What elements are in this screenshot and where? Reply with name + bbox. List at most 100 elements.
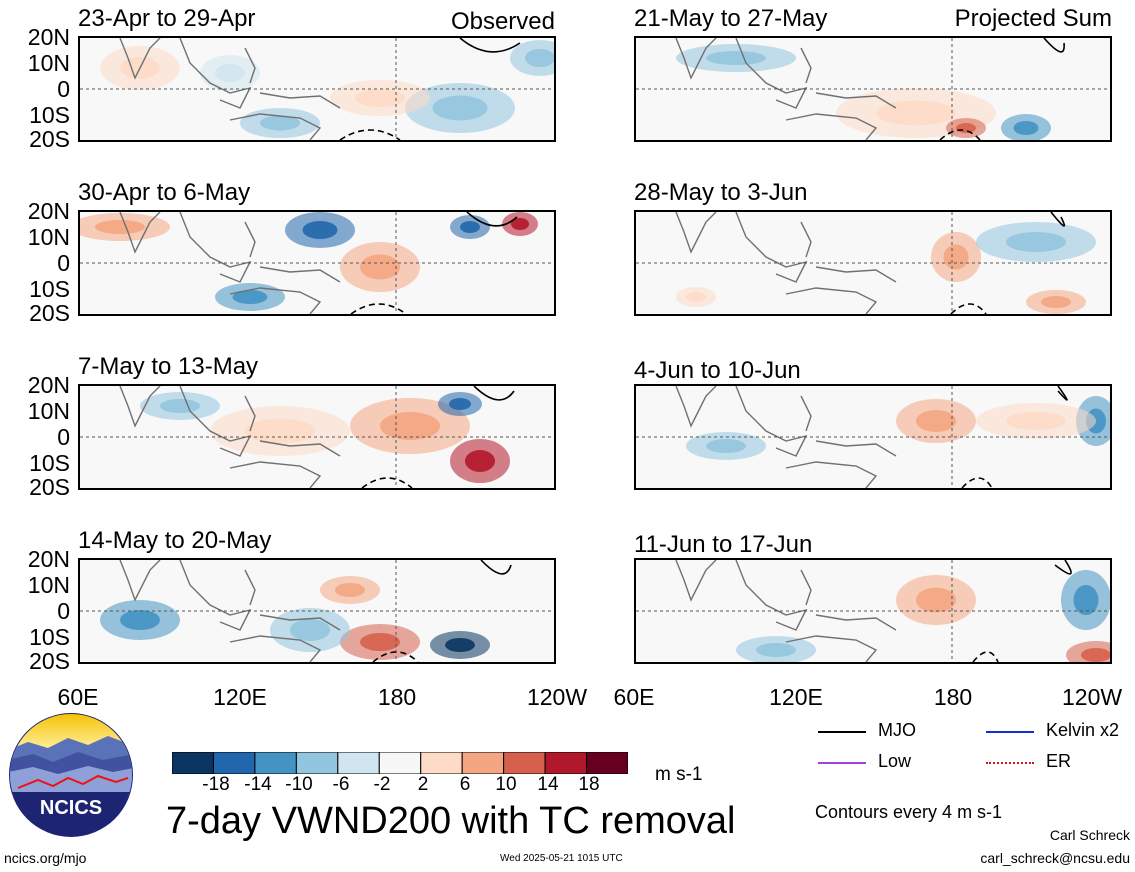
lon-label: 120W [526,684,588,710]
legend-label-er: ER [1046,751,1072,771]
coastline [229,287,322,314]
panel-title-obs-4: 14-May to 20-May [78,527,272,554]
coastline [179,212,252,283]
colorbar-tick: -10 [285,774,313,795]
mjo-contour [459,38,521,53]
lat-label: 10N [27,224,70,250]
anomaly-core [943,244,969,270]
coastline [735,560,808,631]
colorbar-swatch [461,752,505,774]
colorbar-tick: -18 [202,774,230,795]
lat-label: 20S [29,126,70,152]
colorbar-units: m s-1 [655,764,703,785]
panel-title-proj-3: 4-Jun to 10-Jun [634,357,801,384]
site-link[interactable]: ncics.org/mjo [4,850,87,866]
mjo-contour-negative [361,477,413,488]
colorbar-swatch [212,752,256,774]
anomaly-core [380,412,440,440]
colorbar-tick: -14 [244,774,272,795]
anomaly-core [756,643,796,657]
map-svg [636,38,1110,140]
coastline [179,560,252,631]
map-svg [80,386,554,488]
coastline [675,212,717,254]
author-email[interactable]: carl_schreck@ncsu.edu [980,850,1130,866]
coastline [815,266,897,283]
coastline [259,440,341,457]
colorbar-swatch [420,752,463,774]
anomaly-core [360,633,400,651]
mjo-contour-negative [939,129,981,140]
ncics-logo[interactable]: NCICS [8,712,134,838]
lat-label: 10N [27,572,70,598]
map-svg [80,38,554,140]
coastline [244,47,256,84]
map-panel-obs-4 [78,558,556,664]
mjo-contour-negative [350,303,407,314]
legend-label-low: Low [878,751,912,771]
anomaly-core [432,95,488,121]
anomaly-core [686,292,706,302]
colorbar-tick: 2 [417,774,429,795]
map-panel-proj-3 [634,384,1112,490]
colorbar-swatch [378,752,422,774]
legend-label-kelvin: Kelvin x2 [1046,720,1120,740]
mjo-contour [1043,38,1065,53]
mjo-contour [466,212,518,227]
timestamp: Wed 2025-05-21 1015 UTC [500,853,623,864]
coastline [735,386,808,457]
lat-label: 10S [29,102,70,128]
mjo-contour-negative [972,651,999,662]
legend-line-er [986,762,1034,764]
coastline [800,569,812,606]
coastline [259,614,341,631]
anomaly-core [1081,648,1110,662]
lat-label: 20S [29,300,70,326]
coastline [119,212,161,254]
panel-title-obs-3: 7-May to 13-May [78,353,259,380]
mjo-contour-negative [339,129,401,140]
lat-label: 20N [27,24,70,50]
coastline [244,569,256,606]
lon-label: 180 [933,684,973,710]
coastline [815,440,897,457]
map-panel-proj-4 [634,558,1112,664]
map-panel-obs-2 [78,210,556,316]
legend-line-kelvin [986,731,1034,733]
coastline [244,395,256,432]
map-panel-proj-2 [634,210,1112,316]
lat-label: 10S [29,276,70,302]
legend-line-low [818,762,866,764]
map-panel-obs-1 [78,36,556,142]
anomaly-core [302,221,338,239]
coastline [785,461,878,488]
coastline [119,38,161,80]
coastline [259,92,341,109]
lat-label: 20N [27,546,70,572]
coastline [800,47,812,84]
colorbar-tick: -2 [373,774,391,795]
coastline [229,635,322,662]
map-panel-proj-1 [634,36,1112,142]
panel-title-obs-1: 23-Apr to 29-Apr [78,5,256,32]
colorbar-swatch [172,752,214,774]
anomaly-core [465,450,495,472]
contour-note: Contours every 4 m s-1 [815,802,1003,822]
author-name: Carl Schreck [1049,827,1130,843]
anomaly-core [232,290,268,304]
anomaly-core [916,587,956,613]
logo-graphic: NCICS [9,713,133,837]
coastline [179,386,252,457]
colorbar-swatch [337,752,380,774]
coastline [785,113,878,140]
panel-title-proj-2: 28-May to 3-Jun [634,179,808,206]
mjo-contour-negative [372,651,419,662]
map-svg [636,386,1110,488]
lat-label: 0 [57,76,70,102]
anomaly-core [355,89,405,107]
mjo-contour [473,386,515,401]
anomaly-core [511,218,529,230]
colorbar-swatch [503,752,546,774]
anomaly-core [160,399,200,413]
lat-label: 0 [57,250,70,276]
